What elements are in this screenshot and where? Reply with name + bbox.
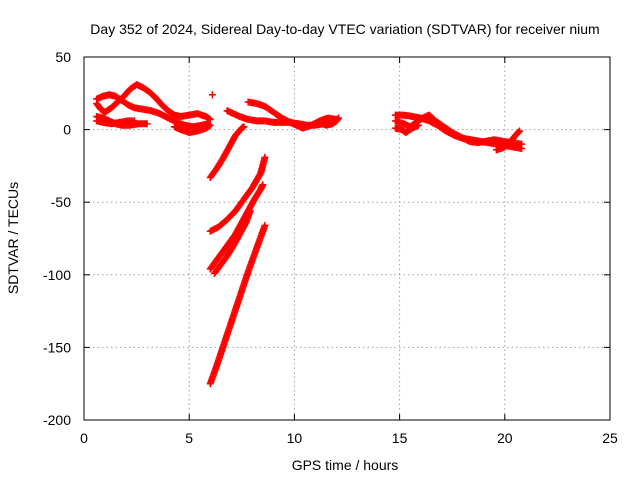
data-point	[514, 128, 522, 136]
y-tick-label: 50	[55, 49, 71, 65]
y-tick-label: -50	[51, 194, 71, 210]
series-sat-n	[206, 221, 269, 388]
series-sat-j	[206, 123, 248, 182]
series-sat-c	[93, 81, 214, 123]
grid-lines	[84, 57, 610, 420]
chart-title: Day 352 of 2024, Sidereal Day-to-day VTE…	[90, 21, 599, 37]
series-sat-r	[391, 121, 423, 137]
series-sat-i	[316, 114, 343, 129]
x-tick-label: 20	[497, 430, 513, 446]
data-point	[246, 207, 254, 215]
data-points	[93, 81, 526, 388]
series-sat-e	[170, 121, 214, 137]
data-point	[208, 91, 216, 99]
axis-ticks	[83, 56, 611, 421]
series-sat-q	[492, 127, 524, 154]
data-point	[415, 121, 423, 129]
data-point	[518, 140, 526, 148]
data-point	[316, 118, 324, 126]
data-point	[516, 127, 524, 135]
series-sat-p	[391, 111, 526, 148]
data-point	[261, 153, 269, 161]
data-point	[143, 120, 151, 128]
x-tick-label: 10	[287, 430, 303, 446]
data-point	[130, 117, 138, 125]
x-tick-labels: 0 5 10 15 20 25	[80, 430, 618, 446]
y-tick-label: -200	[43, 412, 71, 428]
series-sat-h	[244, 98, 340, 132]
y-tick-label: 0	[63, 122, 71, 138]
y-tick-label: -150	[43, 339, 71, 355]
x-tick-label: 15	[392, 430, 408, 446]
x-tick-label: 0	[80, 430, 88, 446]
y-tick-labels: 50 0 -50 -100 -150 -200	[43, 49, 71, 428]
x-tick-label: 5	[185, 430, 193, 446]
plot-frame	[83, 56, 611, 421]
series-sat-f	[208, 91, 216, 99]
series-sat-d	[93, 117, 138, 128]
data-point	[261, 221, 269, 229]
y-tick-label: -100	[43, 267, 71, 283]
data-point	[240, 123, 248, 131]
x-tick-label: 25	[602, 430, 618, 446]
data-point	[206, 121, 214, 129]
series-sat-m	[210, 207, 254, 277]
series-sat-k	[206, 153, 269, 235]
data-point	[259, 181, 267, 189]
x-axis-label: GPS time / hours	[292, 457, 399, 473]
y-axis-label: SDTVAR / TECUs	[5, 182, 21, 294]
